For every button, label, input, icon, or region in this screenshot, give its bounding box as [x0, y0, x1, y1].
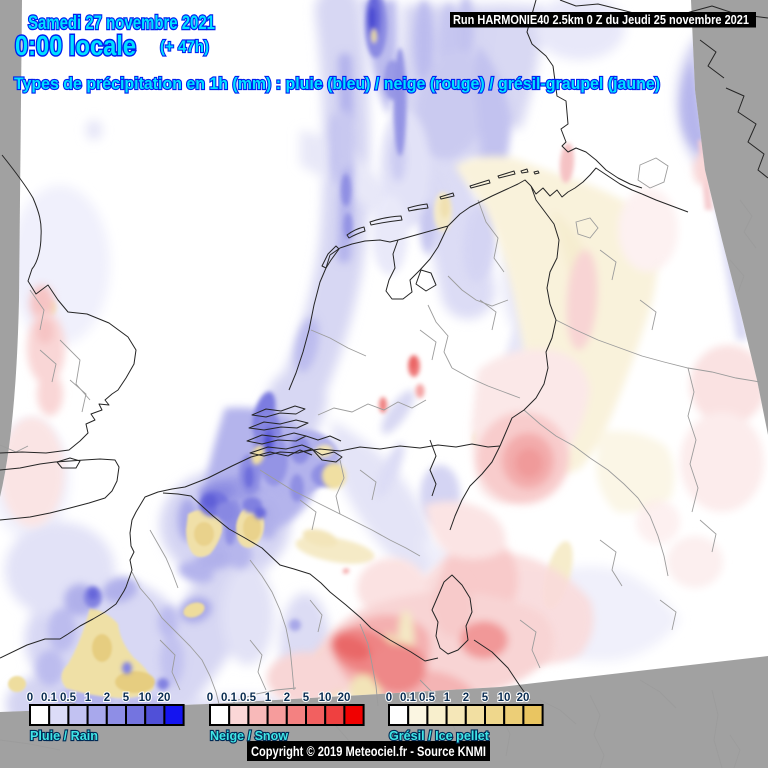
svg-text:20: 20: [338, 692, 351, 704]
svg-text:5: 5: [482, 692, 489, 704]
svg-text:20: 20: [517, 692, 530, 704]
svg-text:Pluie / Rain: Pluie / Rain: [30, 728, 98, 743]
svg-text:10: 10: [498, 692, 511, 704]
svg-text:(+ 47h): (+ 47h): [160, 38, 209, 56]
svg-text:0.5: 0.5: [419, 692, 436, 704]
svg-text:2: 2: [463, 692, 469, 704]
svg-text:1: 1: [265, 692, 272, 704]
svg-text:0:00 locale: 0:00 locale: [15, 30, 136, 61]
svg-text:Samedi 27 novembre 2021: Samedi 27 novembre 2021: [28, 12, 215, 34]
svg-text:20: 20: [158, 692, 171, 704]
svg-text:Grésil / Ice pellet: Grésil / Ice pellet: [389, 728, 490, 743]
svg-text:0.1: 0.1: [400, 692, 417, 704]
svg-text:0.5: 0.5: [240, 692, 257, 704]
svg-text:5: 5: [303, 692, 310, 704]
svg-text:0: 0: [27, 692, 33, 704]
svg-text:10: 10: [319, 692, 332, 704]
svg-text:2: 2: [104, 692, 110, 704]
svg-text:Types de précipitation en 1h (: Types de précipitation en 1h (mm) : plui…: [14, 75, 660, 93]
svg-text:Neige / Snow: Neige / Snow: [210, 728, 289, 743]
svg-text:0.1: 0.1: [41, 692, 58, 704]
svg-text:1: 1: [85, 692, 92, 704]
svg-text:Run HARMONIE40 2.5km 0 Z du Je: Run HARMONIE40 2.5km 0 Z du Jeudi 25 nov…: [453, 12, 749, 27]
svg-text:5: 5: [123, 692, 130, 704]
svg-text:1: 1: [444, 692, 451, 704]
svg-text:0: 0: [386, 692, 392, 704]
svg-text:0.5: 0.5: [60, 692, 77, 704]
svg-text:0.1: 0.1: [221, 692, 238, 704]
svg-text:2: 2: [284, 692, 290, 704]
svg-text:Copyright © 2019 Meteociel.fr: Copyright © 2019 Meteociel.fr - Source K…: [251, 743, 486, 759]
svg-text:0: 0: [207, 692, 213, 704]
svg-text:10: 10: [139, 692, 152, 704]
